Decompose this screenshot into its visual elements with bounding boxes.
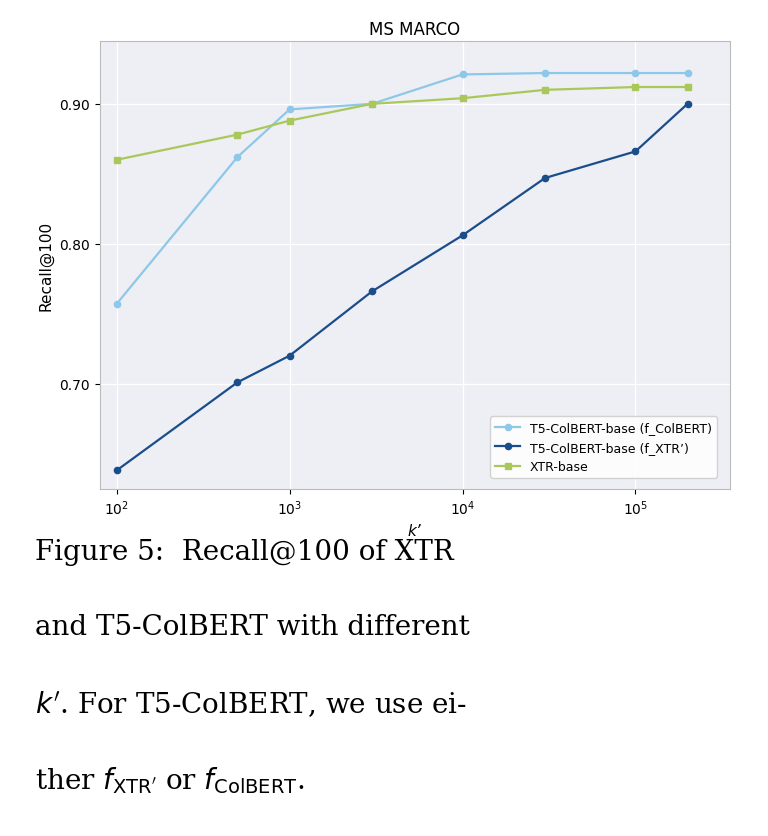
- Title: MS MARCO: MS MARCO: [369, 21, 460, 38]
- XTR-base: [683, 83, 692, 93]
- XTR-base: [631, 83, 640, 93]
- Text: and T5-ColBERT with different: and T5-ColBERT with different: [35, 614, 469, 640]
- T5-ColBERT-base (f_ColBERT): [112, 299, 121, 309]
- Line: XTR-base: XTR-base: [114, 84, 690, 164]
- Y-axis label: Recall@100: Recall@100: [38, 221, 54, 310]
- T5-ColBERT-base (f_XTR’): [285, 351, 294, 361]
- X-axis label: k’: k’: [408, 522, 422, 538]
- XTR-base: [233, 130, 242, 140]
- XTR-base: [367, 99, 376, 110]
- T5-ColBERT-base (f_XTR’): [367, 287, 376, 297]
- T5-ColBERT-base (f_XTR’): [458, 231, 467, 241]
- T5-ColBERT-base (f_XTR’): [112, 466, 121, 476]
- T5-ColBERT-base (f_ColBERT): [285, 105, 294, 115]
- Text: ther $f_{\mathrm{XTR'}}$ or $f_{\mathrm{ColBERT}}$.: ther $f_{\mathrm{XTR'}}$ or $f_{\mathrm{…: [35, 764, 304, 795]
- XTR-base: [541, 86, 550, 96]
- Legend: T5-ColBERT-base (f_ColBERT), T5-ColBERT-base (f_XTR’), XTR-base: T5-ColBERT-base (f_ColBERT), T5-ColBERT-…: [490, 417, 717, 478]
- T5-ColBERT-base (f_ColBERT): [631, 69, 640, 79]
- T5-ColBERT-base (f_XTR’): [541, 174, 550, 184]
- T5-ColBERT-base (f_ColBERT): [541, 69, 550, 79]
- XTR-base: [285, 116, 294, 126]
- Line: T5-ColBERT-base (f_XTR’): T5-ColBERT-base (f_XTR’): [114, 102, 690, 474]
- T5-ColBERT-base (f_ColBERT): [233, 153, 242, 163]
- Text: $k'$. For T5-ColBERT, we use ei-: $k'$. For T5-ColBERT, we use ei-: [35, 689, 467, 719]
- T5-ColBERT-base (f_ColBERT): [458, 70, 467, 80]
- Line: T5-ColBERT-base (f_ColBERT): T5-ColBERT-base (f_ColBERT): [114, 71, 690, 308]
- XTR-base: [112, 155, 121, 166]
- Text: Figure 5:  Recall@100 of XTR: Figure 5: Recall@100 of XTR: [35, 538, 453, 565]
- T5-ColBERT-base (f_XTR’): [631, 147, 640, 157]
- T5-ColBERT-base (f_XTR’): [233, 378, 242, 388]
- T5-ColBERT-base (f_XTR’): [683, 99, 692, 110]
- T5-ColBERT-base (f_ColBERT): [367, 99, 376, 110]
- XTR-base: [458, 94, 467, 104]
- T5-ColBERT-base (f_ColBERT): [683, 69, 692, 79]
